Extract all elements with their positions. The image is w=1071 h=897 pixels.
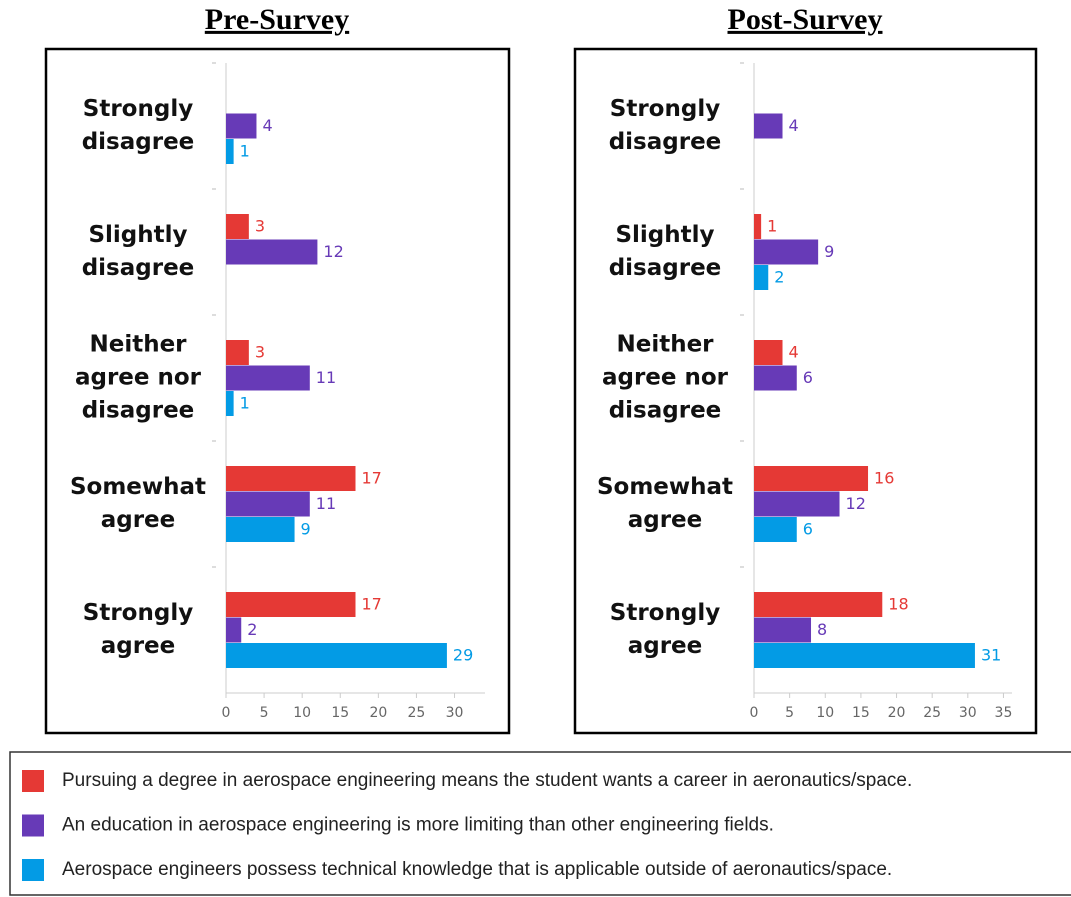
value-label: 16 bbox=[874, 469, 894, 488]
legend-swatch bbox=[22, 770, 44, 792]
panel-frame bbox=[44, 47, 511, 735]
x-tick-label: 30 bbox=[959, 705, 977, 721]
category-label: Neither agree nor disagree bbox=[74, 331, 202, 424]
value-label: 4 bbox=[789, 116, 799, 135]
bar bbox=[226, 340, 249, 365]
value-label: 18 bbox=[888, 595, 908, 614]
category-label: Somewhat agree bbox=[69, 474, 207, 533]
value-label: 6 bbox=[803, 368, 813, 387]
bar bbox=[754, 239, 819, 265]
bar bbox=[754, 617, 812, 643]
bar bbox=[226, 517, 295, 542]
value-label: 29 bbox=[453, 646, 473, 665]
x-tick-label: 30 bbox=[446, 705, 464, 721]
category-label: Strongly agree bbox=[82, 600, 194, 659]
bar bbox=[754, 517, 797, 542]
value-label: 11 bbox=[316, 368, 336, 387]
value-label: 6 bbox=[803, 520, 813, 539]
x-tick-label: 25 bbox=[923, 705, 941, 721]
category-label: Strongly disagree bbox=[608, 96, 722, 155]
value-label: 17 bbox=[362, 469, 382, 488]
x-tick-label: 5 bbox=[260, 705, 269, 721]
value-label: 2 bbox=[774, 268, 784, 287]
bar bbox=[754, 113, 783, 139]
category-label: Neither agree nor disagree bbox=[601, 331, 729, 424]
x-tick-label: 0 bbox=[222, 705, 231, 721]
bar bbox=[754, 265, 769, 290]
value-label: 3 bbox=[255, 343, 265, 362]
x-tick-label: 5 bbox=[785, 705, 794, 721]
value-label: 1 bbox=[240, 394, 250, 413]
value-label: 31 bbox=[981, 646, 1001, 665]
bar bbox=[226, 466, 356, 491]
x-tick-label: 35 bbox=[995, 705, 1013, 721]
bar bbox=[754, 592, 883, 617]
value-label: 2 bbox=[247, 620, 257, 639]
value-label: 11 bbox=[316, 494, 336, 513]
bar bbox=[226, 592, 356, 617]
x-tick-label: 15 bbox=[852, 705, 870, 721]
category-label: Strongly disagree bbox=[81, 96, 195, 155]
chart-title: Post-Survey bbox=[728, 3, 883, 36]
legend-frame bbox=[9, 751, 1071, 896]
value-label: 9 bbox=[824, 242, 834, 261]
value-label: 3 bbox=[255, 217, 265, 236]
category-label: Strongly agree bbox=[609, 600, 721, 659]
bar bbox=[226, 365, 310, 391]
legend-swatch bbox=[22, 859, 44, 881]
bar bbox=[754, 466, 869, 491]
bar bbox=[226, 391, 234, 416]
x-tick-label: 10 bbox=[816, 705, 834, 721]
bar bbox=[226, 617, 242, 643]
value-label: 4 bbox=[789, 343, 799, 362]
panel-frame bbox=[573, 47, 1038, 735]
category-label: Slightly disagree bbox=[81, 222, 195, 281]
bar bbox=[226, 239, 318, 265]
value-label: 9 bbox=[301, 520, 311, 539]
category-label: Somewhat agree bbox=[596, 474, 734, 533]
legend-label: An education in aerospace engineering is… bbox=[62, 815, 774, 836]
category-label: Slightly disagree bbox=[608, 222, 722, 281]
bar bbox=[226, 139, 234, 164]
x-tick-label: 10 bbox=[293, 705, 311, 721]
x-tick-label: 20 bbox=[369, 705, 387, 721]
bar bbox=[754, 643, 975, 668]
legend-label: Aerospace engineers possess technical kn… bbox=[62, 859, 892, 880]
bar bbox=[754, 214, 762, 239]
x-tick-label: 25 bbox=[408, 705, 426, 721]
x-tick-label: 0 bbox=[750, 705, 759, 721]
bar bbox=[754, 491, 840, 517]
value-label: 1 bbox=[240, 142, 250, 161]
chart-title: Pre-Survey bbox=[205, 3, 349, 36]
bar bbox=[754, 365, 797, 391]
legend-label: Pursuing a degree in aerospace engineeri… bbox=[62, 770, 912, 791]
value-label: 17 bbox=[362, 595, 382, 614]
bar bbox=[226, 113, 257, 139]
x-tick-label: 20 bbox=[888, 705, 906, 721]
value-label: 12 bbox=[323, 242, 343, 261]
bar bbox=[226, 643, 447, 668]
value-label: 4 bbox=[262, 116, 272, 135]
x-tick-label: 15 bbox=[331, 705, 349, 721]
value-label: 12 bbox=[846, 494, 866, 513]
legend-swatch bbox=[22, 814, 44, 837]
value-label: 8 bbox=[817, 620, 827, 639]
bar bbox=[226, 491, 310, 517]
value-label: 1 bbox=[767, 217, 777, 236]
bar bbox=[226, 214, 249, 239]
bar bbox=[754, 340, 783, 365]
